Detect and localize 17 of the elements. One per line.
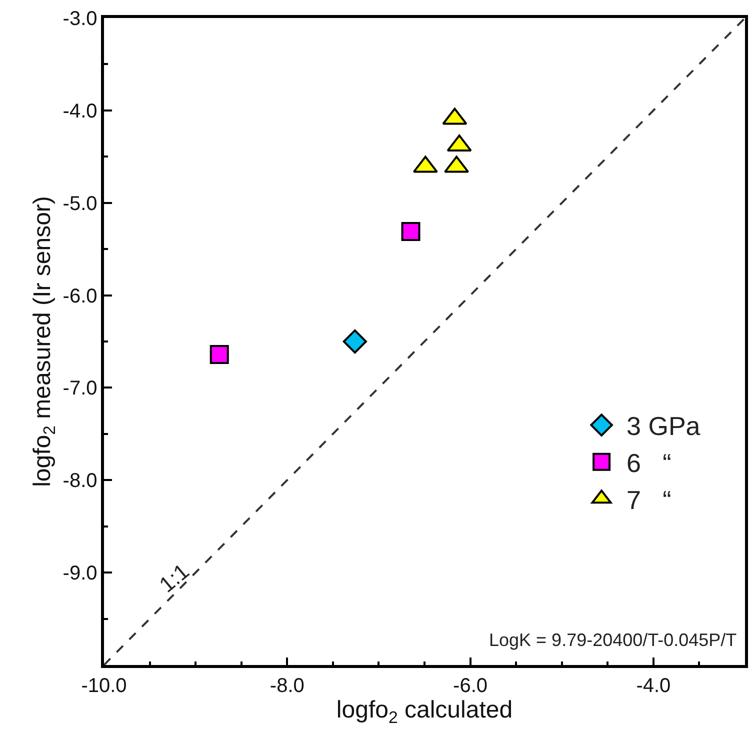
y-tick-label: -3.0 <box>62 8 98 30</box>
annotation: LogK = 9.79-20400/T-0.045P/T <box>489 630 737 650</box>
annotation: 1:1 <box>154 558 194 598</box>
x-tick-label: -10.0 <box>81 674 127 697</box>
legend-label: 6 “ <box>626 448 672 478</box>
y-tick-label: -7.0 <box>62 378 98 400</box>
y-tick-label: -9.0 <box>62 562 98 585</box>
x-tick-label: -8.0 <box>270 674 304 697</box>
x-tick-label: -6.0 <box>453 674 488 697</box>
y-tick-label: -8.0 <box>62 470 98 492</box>
x-axis-title: logfo$_{2}$ calculated <box>336 696 513 727</box>
y-tick-label: -5.0 <box>62 192 98 215</box>
y-tick-label: -6.0 <box>62 285 98 308</box>
y-tick-label: -4.0 <box>62 100 98 122</box>
legend-label: 3 GPa <box>626 411 701 442</box>
x-tick-label: -4.0 <box>636 674 671 697</box>
legend-label: 7 “ <box>626 484 672 515</box>
